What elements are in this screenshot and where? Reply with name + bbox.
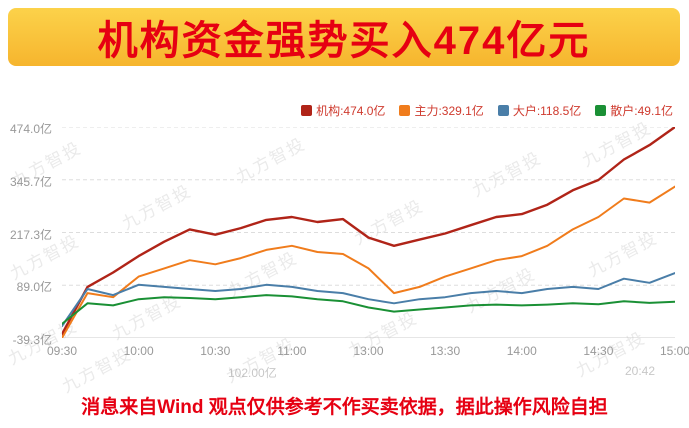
fund-flow-chart: 九方智投 九方智投 九方智投 九方智投 九方智投 九方智投 九方智投 九方智投 九方智投 九方智投… — [0, 88, 689, 396]
series-line-big-investor — [62, 272, 675, 327]
series-line-retail — [62, 294, 675, 325]
x-tick-label: 10:30 — [200, 344, 231, 358]
chart-legend: 机构:474.0亿 主力:329.1亿 大户:118.5亿 散户:49.1亿 — [301, 102, 673, 119]
y-tick-label: -39.3亿 — [12, 333, 52, 347]
x-tick-label: 14:00 — [506, 344, 537, 358]
series-line-main-force — [62, 185, 675, 338]
legend-swatch-big-investor — [497, 105, 509, 116]
legend-label-big-investor: 大户:118.5亿 — [512, 104, 582, 118]
obscured-text-left: 102.00亿 — [228, 366, 277, 380]
x-tick-label: 10:00 — [123, 344, 154, 358]
x-tick-label: 11:00 — [277, 344, 307, 358]
x-tick-label: 13:00 — [353, 344, 384, 358]
y-tick-label: 217.3亿 — [9, 227, 52, 242]
x-tick-label: 09:30 — [46, 344, 78, 358]
legend-swatch-institution — [301, 105, 313, 116]
disclaimer-text: 消息来自Wind 观点仅供参考不作买卖依据，据此操作风险自担 — [81, 397, 608, 418]
headline-text: 机构资金强势买入474亿元 — [97, 19, 591, 63]
obscured-text-right: 20:42 — [624, 364, 655, 378]
y-tick-label: 474.0亿 — [9, 122, 52, 136]
legend-swatch-retail — [595, 105, 607, 116]
series-line-institution — [62, 127, 675, 336]
legend-swatch-main-force — [399, 105, 411, 116]
legend-item-main-force[interactable]: 主力:329.1亿 — [399, 102, 484, 119]
x-tick-label: 13:30 — [430, 344, 461, 358]
x-tick-label: 14:30 — [583, 344, 614, 358]
x-tick-label: 15:00 — [659, 344, 689, 358]
legend-label-retail: 散户:49.1亿 — [610, 104, 673, 118]
legend-label-main-force: 主力:329.1亿 — [414, 104, 484, 118]
legend-item-retail[interactable]: 散户:49.1亿 — [595, 102, 673, 119]
y-axis: 474.0亿 345.7亿 217.3亿 89.0亿 -39.3亿 — [0, 88, 56, 378]
y-tick-label: 89.0亿 — [16, 280, 52, 295]
legend-item-institution[interactable]: 机构:474.0亿 — [301, 102, 385, 119]
plot-area — [62, 127, 675, 338]
y-tick-label: 345.7亿 — [9, 174, 52, 189]
legend-item-big-investor[interactable]: 大户:118.5亿 — [497, 102, 582, 119]
x-axis: 09:30 10:00 10:30 11:00 13:00 13:30 14:00 14:30… — [47, 344, 689, 360]
legend-label-institution: 机构:474.0亿 — [316, 104, 386, 118]
headline-banner: 机构资金强势买入474亿元 — [8, 8, 680, 66]
